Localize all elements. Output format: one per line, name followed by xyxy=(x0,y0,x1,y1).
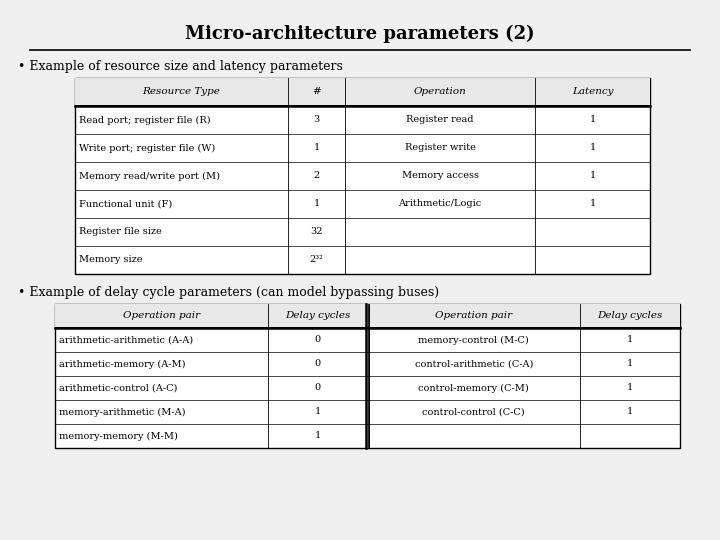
Text: 32: 32 xyxy=(310,227,323,237)
Text: 1: 1 xyxy=(590,116,595,125)
Text: Resource Type: Resource Type xyxy=(143,87,220,97)
Text: 2³²: 2³² xyxy=(310,255,323,265)
Text: • Example of delay cycle parameters (can model bypassing buses): • Example of delay cycle parameters (can… xyxy=(18,286,439,299)
Text: 1: 1 xyxy=(590,199,595,208)
Text: Memory read/write port (M): Memory read/write port (M) xyxy=(79,171,220,180)
Text: Micro-architecture parameters (2): Micro-architecture parameters (2) xyxy=(185,25,535,43)
Text: Register read: Register read xyxy=(406,116,474,125)
Text: Functional unit (F): Functional unit (F) xyxy=(79,199,172,208)
Text: • Example of resource size and latency parameters: • Example of resource size and latency p… xyxy=(18,60,343,73)
Text: arithmetic-control (A-C): arithmetic-control (A-C) xyxy=(59,383,177,393)
Text: 1: 1 xyxy=(590,144,595,152)
Text: 1: 1 xyxy=(627,408,633,416)
Text: 1: 1 xyxy=(313,199,320,208)
Text: 3: 3 xyxy=(313,116,320,125)
Text: memory-control (M-C): memory-control (M-C) xyxy=(418,335,529,345)
Text: Latency: Latency xyxy=(572,87,613,97)
Text: Memory size: Memory size xyxy=(79,255,143,265)
Bar xyxy=(55,304,680,448)
Text: 1: 1 xyxy=(590,172,595,180)
Text: 0: 0 xyxy=(315,335,320,345)
Text: 1: 1 xyxy=(627,335,633,345)
Text: arithmetic-arithmetic (A-A): arithmetic-arithmetic (A-A) xyxy=(59,335,193,345)
Text: Delay cycles: Delay cycles xyxy=(285,312,350,321)
Text: 0: 0 xyxy=(315,383,320,393)
Text: 1: 1 xyxy=(313,144,320,152)
Text: 1: 1 xyxy=(315,431,320,441)
Text: memory-arithmetic (M-A): memory-arithmetic (M-A) xyxy=(59,408,186,416)
Text: arithmetic-memory (A-M): arithmetic-memory (A-M) xyxy=(59,360,186,369)
Bar xyxy=(55,304,680,328)
Text: 0: 0 xyxy=(315,360,320,368)
Text: control-arithmetic (C-A): control-arithmetic (C-A) xyxy=(415,360,533,368)
Text: 1: 1 xyxy=(627,383,633,393)
Text: control-control (C-C): control-control (C-C) xyxy=(423,408,525,416)
Text: Memory access: Memory access xyxy=(402,172,479,180)
Text: Read port; register file (R): Read port; register file (R) xyxy=(79,116,211,125)
Text: Arithmetic/Logic: Arithmetic/Logic xyxy=(398,199,482,208)
Text: Register write: Register write xyxy=(405,144,476,152)
Text: Operation: Operation xyxy=(414,87,467,97)
Text: memory-memory (M-M): memory-memory (M-M) xyxy=(59,431,178,441)
Text: #: # xyxy=(312,87,321,97)
Text: Operation pair: Operation pair xyxy=(122,312,200,321)
Bar xyxy=(75,78,650,274)
Text: Operation pair: Operation pair xyxy=(435,312,513,321)
Text: Write port; register file (W): Write port; register file (W) xyxy=(79,144,215,153)
Bar xyxy=(75,78,650,106)
Text: control-memory (C-M): control-memory (C-M) xyxy=(418,383,529,393)
Text: Register file size: Register file size xyxy=(79,227,162,237)
Text: 2: 2 xyxy=(313,172,320,180)
Text: 1: 1 xyxy=(315,408,320,416)
Text: 1: 1 xyxy=(627,360,633,368)
Text: Delay cycles: Delay cycles xyxy=(598,312,662,321)
